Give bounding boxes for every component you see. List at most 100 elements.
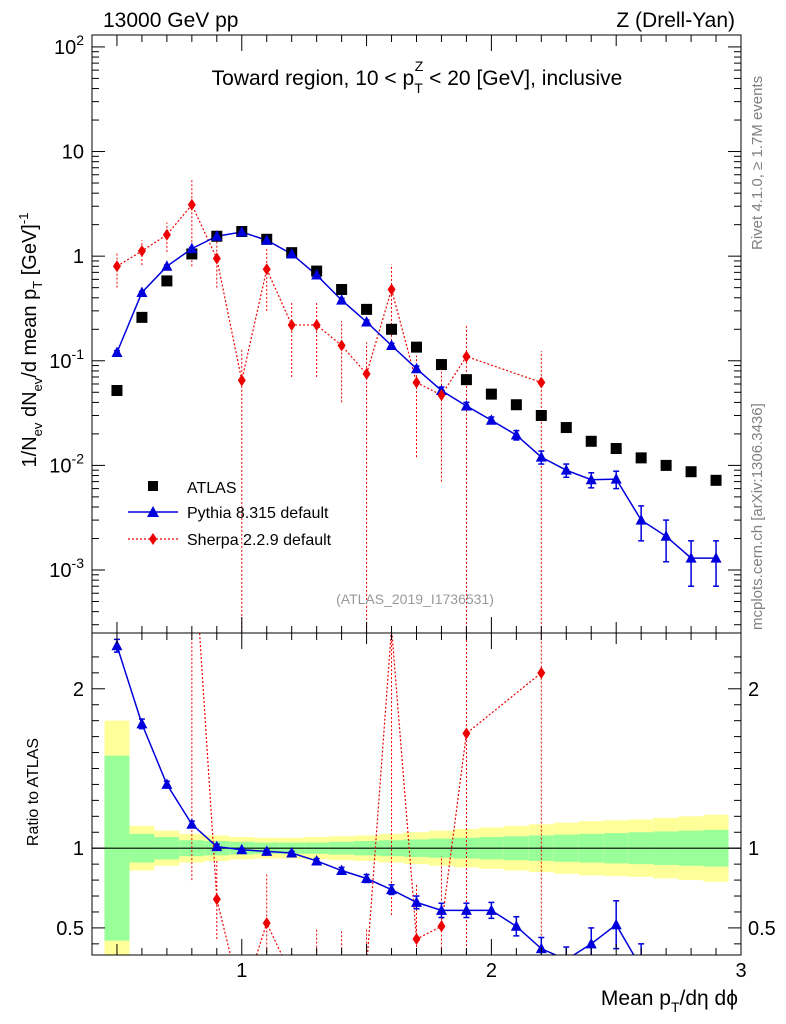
ratio-sherpa-point [412, 933, 421, 946]
legend-label-pythia: Pythia 8.315 default [187, 505, 329, 522]
ratio-ytick-label-left: 0.5 [56, 918, 84, 940]
ratio-axes: 0.5 0.5 1 1 2 2 1 2 3 [56, 633, 776, 982]
ratio-pythia-line [116, 645, 635, 955]
ratio-sherpa-point [315, 953, 318, 955]
atlas-point [111, 384, 123, 396]
ratio-ytick-label-right: 2 [748, 679, 759, 701]
main-ytick-label-exp: 2 [76, 32, 84, 48]
ratio-pythia-point [610, 918, 622, 930]
ratio-sherpa-point [288, 970, 296, 982]
sherpa-line [116, 203, 542, 396]
ratio-sherpa-point [363, 962, 371, 974]
ratio-sherpa-point [262, 917, 271, 930]
pythia-point [560, 464, 572, 475]
main-ytick-label: 1 [73, 246, 84, 268]
pythia-point [710, 552, 722, 563]
pythia-point [610, 473, 622, 484]
pythia-point [485, 414, 497, 425]
atlas-point [161, 275, 173, 287]
pythia-point [635, 514, 647, 525]
main-ytick-label-base: 10 [49, 351, 71, 373]
ratio-sherpa-point [462, 727, 471, 740]
ratio-pythia-point [460, 904, 472, 915]
ratio-xtick-label: 3 [735, 960, 746, 982]
pythia-point [261, 234, 273, 245]
ratio-pythia-point [286, 846, 298, 858]
atlas-point [685, 466, 697, 478]
plot-title-sup: Z [415, 58, 424, 74]
pythia-point [186, 242, 198, 254]
legend-marker-atlas [148, 481, 158, 491]
ratio-pythia-point [186, 818, 198, 829]
legend: ATLAS Pythia 8.315 default Sherpa 2.2.9 … [128, 480, 332, 549]
pythia-point [161, 260, 173, 271]
atlas-point [560, 422, 572, 434]
ratio-xtick-label: 2 [486, 960, 497, 982]
atlas-point [460, 374, 472, 386]
plot-title: Toward region, 10 < pTZ < 20 [GeV], incl… [212, 58, 623, 96]
ratio-pythia-point [485, 904, 497, 915]
ratio-pythia-point [361, 872, 373, 883]
sherpa-point [387, 283, 396, 296]
atlas-point [610, 443, 622, 455]
main-ytick-label-base: 10 [49, 560, 71, 582]
pythia-point [535, 451, 547, 462]
main-ytick-label: 10-1 [49, 346, 84, 373]
sherpa-point [537, 376, 546, 389]
pythia-point [685, 552, 697, 563]
legend-marker-pythia [147, 506, 159, 517]
main-ylabel: 1/Nev dNev/d mean pT [GeV]-1 [16, 213, 45, 468]
pythia-point [136, 286, 148, 297]
sherpa-point [112, 260, 121, 273]
ratio-pythia-point [236, 843, 248, 855]
main-ytick-label-exp: -2 [72, 450, 85, 466]
ratio-pythia-point [535, 942, 547, 954]
ratio-sherpa-point [537, 666, 546, 679]
ratio-pythia-point [261, 845, 273, 856]
pythia-point [236, 226, 248, 237]
main-ytick-label-exp: -3 [72, 555, 85, 571]
atlas-point [585, 435, 597, 447]
legend-label-sherpa: Sherpa 2.2.9 default [187, 532, 332, 549]
ratio-pythia-point [161, 778, 173, 789]
pythia-point [585, 473, 597, 485]
legend-label-atlas: ATLAS [187, 480, 237, 497]
sherpa-point [237, 374, 246, 387]
ratio-pythia-point [510, 920, 522, 931]
atlas-point [386, 323, 398, 335]
atlas-point [336, 284, 348, 296]
ratio-xlabel: Mean pT/dη dϕ [601, 987, 738, 1015]
pythia-point [311, 269, 323, 280]
pythia-point [111, 346, 123, 357]
sherpa-point [462, 350, 471, 363]
atlas-point [510, 399, 522, 411]
header-right-label: Z (Drell-Yan) [616, 9, 735, 32]
main-plot-area [111, 179, 722, 633]
pythia-point [510, 429, 522, 440]
main-ytick-label-exp: -1 [72, 346, 85, 362]
ratio-xtick-label: 1 [236, 960, 247, 982]
atlas-point [136, 311, 148, 323]
main-ytick-label-base: 10 [54, 37, 76, 59]
sherpa-point [362, 367, 371, 380]
pythia-point [460, 399, 472, 411]
atlas-point [435, 359, 447, 371]
sherpa-point [187, 198, 196, 211]
sherpa-point [262, 263, 271, 276]
sherpa-point [337, 339, 346, 352]
ratio-sherpa-point [212, 893, 221, 906]
main-ytick-label: 102 [54, 32, 84, 59]
atlas-point [361, 303, 373, 315]
plot-title-sub: T [414, 80, 423, 96]
legend-marker-sherpa [149, 533, 157, 545]
pythia-point [361, 315, 373, 327]
main-ytick-label-base: 10 [49, 455, 71, 477]
atlas-point [660, 459, 672, 471]
ratio-sherpa-point [238, 995, 246, 1007]
sherpa-point [162, 228, 171, 241]
ratio-sherpa-point [437, 920, 446, 933]
pythia-point [411, 362, 422, 374]
